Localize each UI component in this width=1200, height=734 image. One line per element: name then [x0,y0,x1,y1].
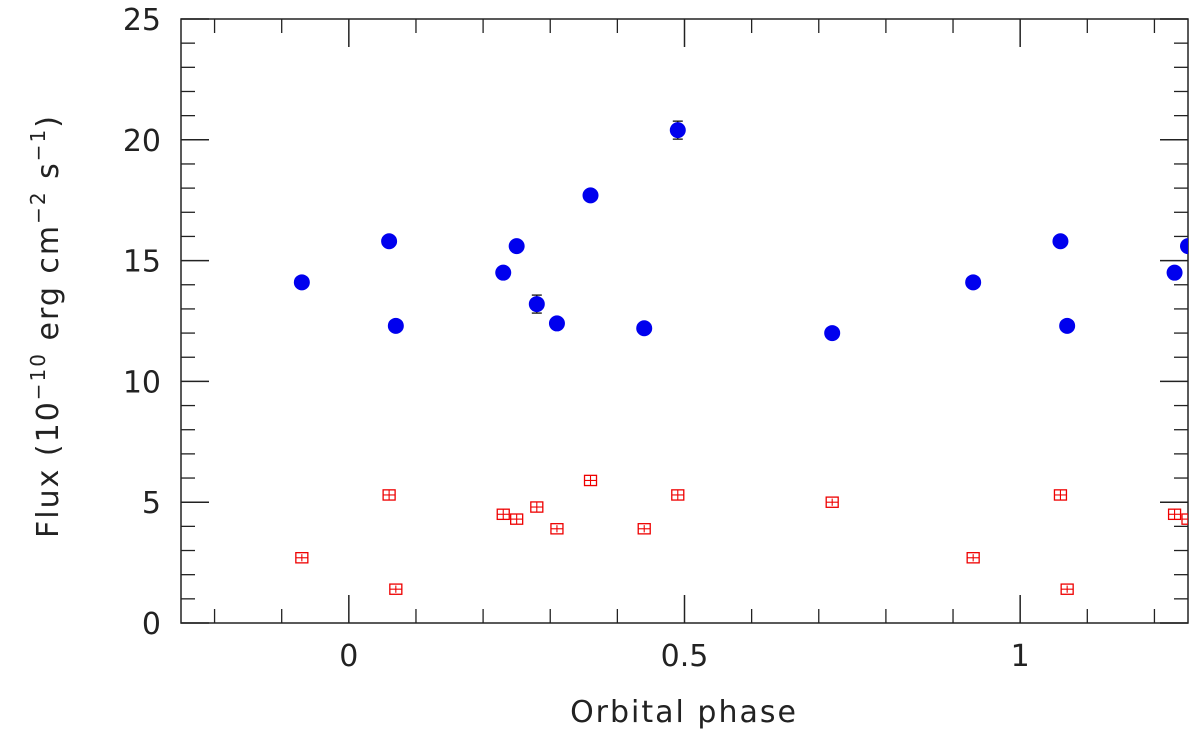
y-label-exp3: −1 [26,128,50,161]
data-point [965,274,982,291]
data-series [293,120,1188,595]
x-tick-label: 1 [1011,639,1030,674]
y-tick-label: 0 [142,607,161,642]
data-point [381,233,398,250]
y-label-text: Flux (10 [31,400,66,538]
y-tick-label: 10 [123,365,161,400]
data-point [669,122,686,139]
y-tick-label: 25 [123,3,161,38]
y-axis-label: Flux (10−10 erg cm−2 s−1) [26,114,66,538]
y-tick-label: 20 [123,124,161,159]
y-tick-labels: 0 5 10 15 20 25 [123,3,161,642]
data-point [508,238,525,255]
y-tick-label: 5 [142,486,161,521]
series-2 [295,474,1188,595]
data-point [528,296,545,313]
data-point [293,274,310,291]
x-tick-label: 0.5 [661,639,709,674]
x-tick-label: 0 [339,639,358,674]
y-label-end: ) [31,114,66,128]
data-point [1180,238,1188,255]
minor-ticks [181,19,1188,623]
major-ticks [181,18,1188,624]
data-point [1166,264,1183,281]
data-point [636,320,653,337]
data-point [582,187,599,204]
x-tick-labels: 0 0.5 1 [339,639,1029,674]
y-label-mid2: s [31,161,66,190]
data-point [495,264,512,281]
y-label-exp2: −2 [26,190,50,223]
series-1 [293,120,1188,342]
data-point [1052,233,1069,250]
data-point [387,317,404,334]
plot-frame [180,18,1189,624]
data-point [1059,317,1076,334]
y-tick-label: 15 [123,245,161,280]
y-label-exp1: −10 [26,352,50,400]
x-axis-label: Orbital phase [570,695,798,730]
data-point [824,325,841,342]
y-label-mid1: erg cm [31,224,66,352]
svg-text:Flux (10−10 erg cm−2 s−1): Flux (10−10 erg cm−2 s−1) [26,114,66,538]
data-point [548,315,565,332]
